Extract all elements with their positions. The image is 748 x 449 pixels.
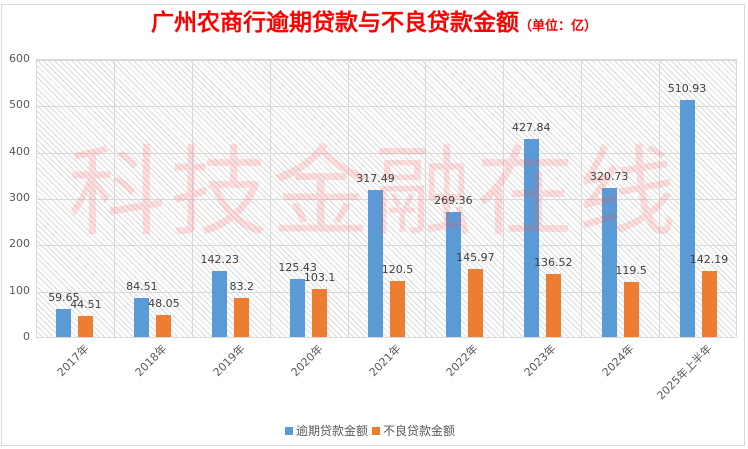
legend-label-overdue: 逾期贷款金额 [296,424,369,438]
data-label-overdue: 269.36 [434,194,473,208]
chart-unit: （单位：亿） [518,19,597,34]
bar-overdue[interactable] [679,100,695,337]
bar-overdue[interactable] [134,297,150,337]
y-tick-label: 100 [9,283,30,297]
gridline-x [503,60,505,337]
bar-npl[interactable] [623,281,639,337]
bar-npl[interactable] [390,281,405,337]
gridline-y [36,60,736,61]
bar-npl[interactable] [78,316,94,337]
gridline-y [36,199,736,200]
y-tick-label: 400 [9,144,30,158]
data-label-overdue: 320.73 [589,170,629,184]
data-label-overdue: 84.51 [126,279,158,293]
bar-npl[interactable] [467,269,483,337]
legend-item-npl[interactable]: 不良贷款金额 [372,422,455,439]
data-label-overdue: 142.23 [200,253,239,267]
data-label-overdue: 125.43 [278,260,317,274]
gridline-x [425,60,427,337]
data-label-npl: 44.51 [70,298,102,312]
bar-overdue[interactable] [368,189,383,337]
bar-npl[interactable] [701,271,717,337]
bar-npl[interactable] [545,273,561,337]
gridline-y [36,106,736,108]
chart-title-text: 广州农商行逾期贷款与不良贷款金额 [150,9,519,36]
bar-overdue[interactable] [290,278,306,337]
data-label-npl: 83.2 [229,280,254,294]
y-tick-label: 500 [9,98,30,112]
gridline-x [113,60,115,337]
y-tick-label: 200 [9,237,30,251]
bar-npl[interactable] [156,314,172,337]
data-label-overdue: 317.49 [356,171,395,185]
data-label-overdue: 427.84 [512,120,551,134]
data-label-npl: 119.5 [615,263,647,277]
gridline-y [36,152,736,154]
bar-npl[interactable] [234,298,250,337]
plot-area [36,59,737,338]
bar-npl[interactable] [312,289,328,337]
bar-overdue[interactable] [445,212,461,337]
data-label-overdue: 510.93 [667,82,707,96]
gridline-x [347,60,349,337]
data-label-npl: 145.97 [456,251,495,265]
data-label-npl: 136.52 [534,255,573,269]
data-label-npl: 103.1 [303,271,336,285]
gridline-y [36,245,736,247]
gridline-y [36,291,736,293]
legend-swatch-npl [372,426,381,435]
chart-title: 广州农商行逾期贷款与不良贷款金额（单位：亿） [0,8,748,42]
gridline-x [191,60,193,337]
gridline-x [659,60,661,337]
gridline-x [36,60,37,337]
legend: 逾期贷款金额 不良贷款金额 [285,422,459,439]
data-label-npl: 120.5 [381,263,414,277]
y-tick-label: 0 [23,330,30,343]
gridline-x [581,60,583,337]
bar-overdue[interactable] [56,309,72,337]
bar-overdue[interactable] [601,188,617,337]
legend-label-npl: 不良贷款金额 [383,424,456,438]
gridline-x [269,60,271,337]
data-label-overdue: 59.65 [48,291,80,305]
legend-swatch-overdue [285,426,293,435]
y-tick-label: 600 [9,52,30,65]
bar-overdue[interactable] [212,271,228,337]
y-tick-label: 300 [9,191,30,204]
data-label-npl: 142.19 [689,253,729,267]
bar-overdue[interactable] [523,138,539,337]
data-label-npl: 48.05 [148,296,180,310]
legend-item-overdue[interactable]: 逾期贷款金额 [285,422,368,439]
x-axis-line [36,337,736,338]
